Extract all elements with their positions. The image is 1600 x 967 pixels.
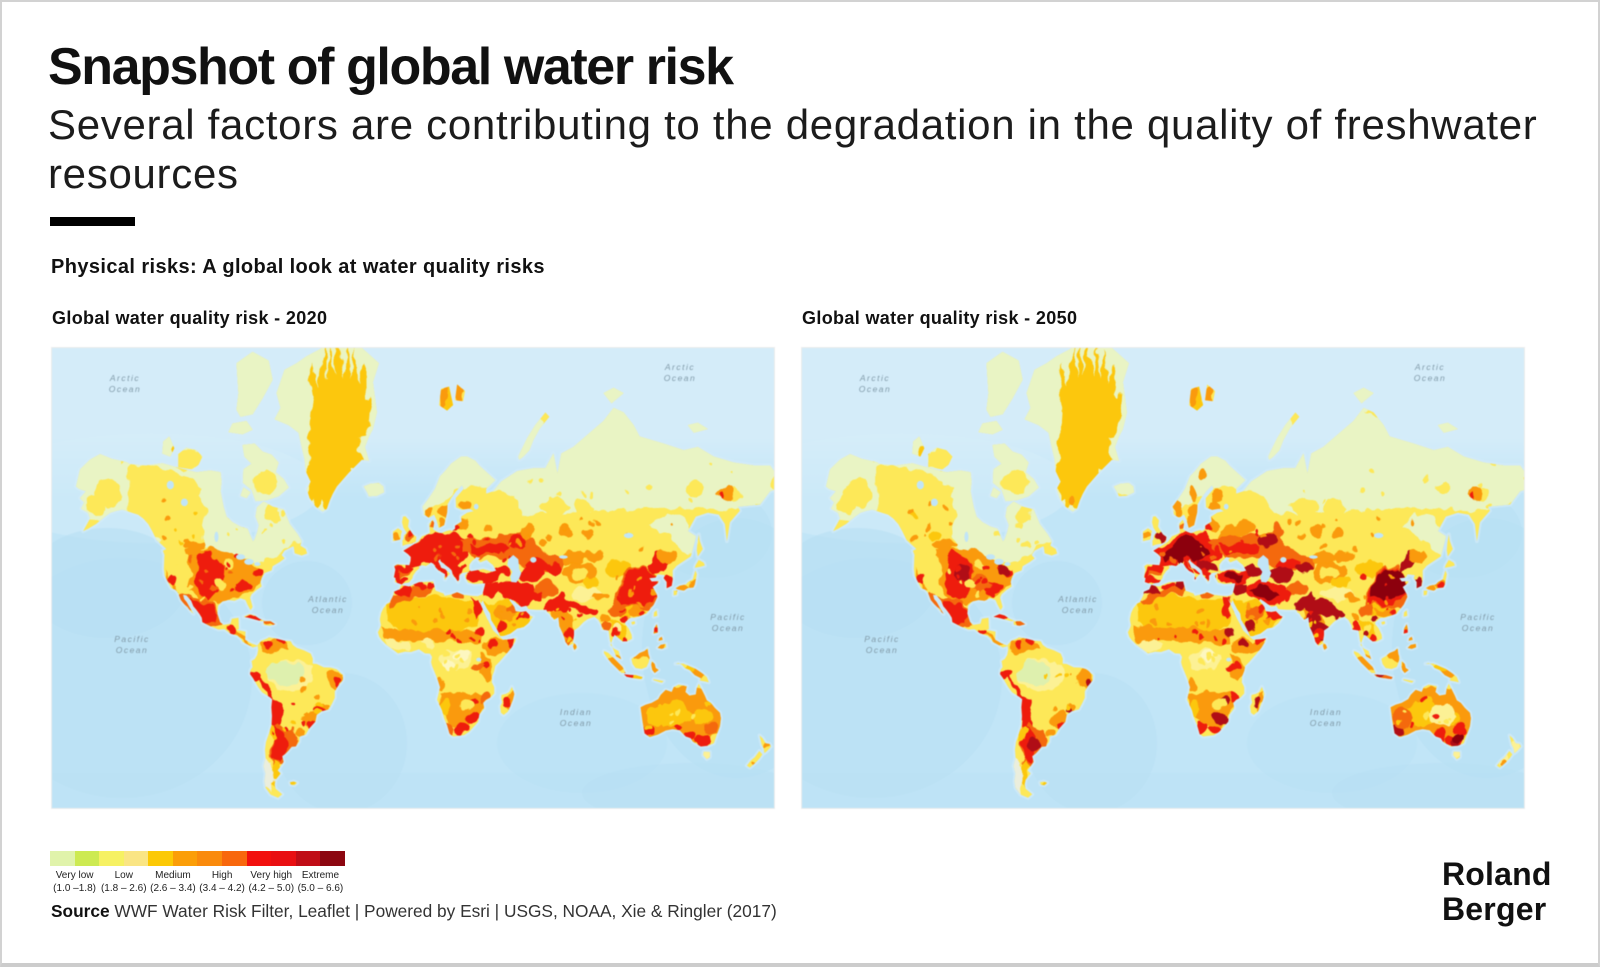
- svg-text:Ocean: Ocean: [312, 605, 345, 615]
- svg-text:Arctic: Arctic: [859, 373, 890, 383]
- svg-text:Ocean: Ocean: [1462, 623, 1495, 633]
- svg-text:Ocean: Ocean: [560, 718, 593, 728]
- svg-text:Pacific: Pacific: [864, 634, 900, 644]
- svg-text:Ocean: Ocean: [1310, 718, 1343, 728]
- svg-text:Ocean: Ocean: [116, 645, 149, 655]
- svg-text:Ocean: Ocean: [664, 373, 697, 383]
- svg-text:Arctic: Arctic: [109, 373, 140, 383]
- svg-text:Ocean: Ocean: [1414, 373, 1447, 383]
- svg-text:Atlantic: Atlantic: [1057, 594, 1098, 604]
- svg-text:Ocean: Ocean: [712, 623, 745, 633]
- svg-text:Ocean: Ocean: [859, 384, 892, 394]
- svg-text:Pacific: Pacific: [114, 634, 150, 644]
- svg-text:Indian: Indian: [1310, 707, 1342, 717]
- svg-text:Indian: Indian: [560, 707, 592, 717]
- svg-text:Pacific: Pacific: [710, 612, 746, 622]
- svg-text:Ocean: Ocean: [109, 384, 142, 394]
- svg-text:Ocean: Ocean: [1062, 605, 1095, 615]
- svg-text:Pacific: Pacific: [1460, 612, 1496, 622]
- svg-text:Ocean: Ocean: [866, 645, 899, 655]
- svg-text:Arctic: Arctic: [664, 362, 695, 372]
- svg-text:Arctic: Arctic: [1414, 362, 1445, 372]
- svg-text:Atlantic: Atlantic: [307, 594, 348, 604]
